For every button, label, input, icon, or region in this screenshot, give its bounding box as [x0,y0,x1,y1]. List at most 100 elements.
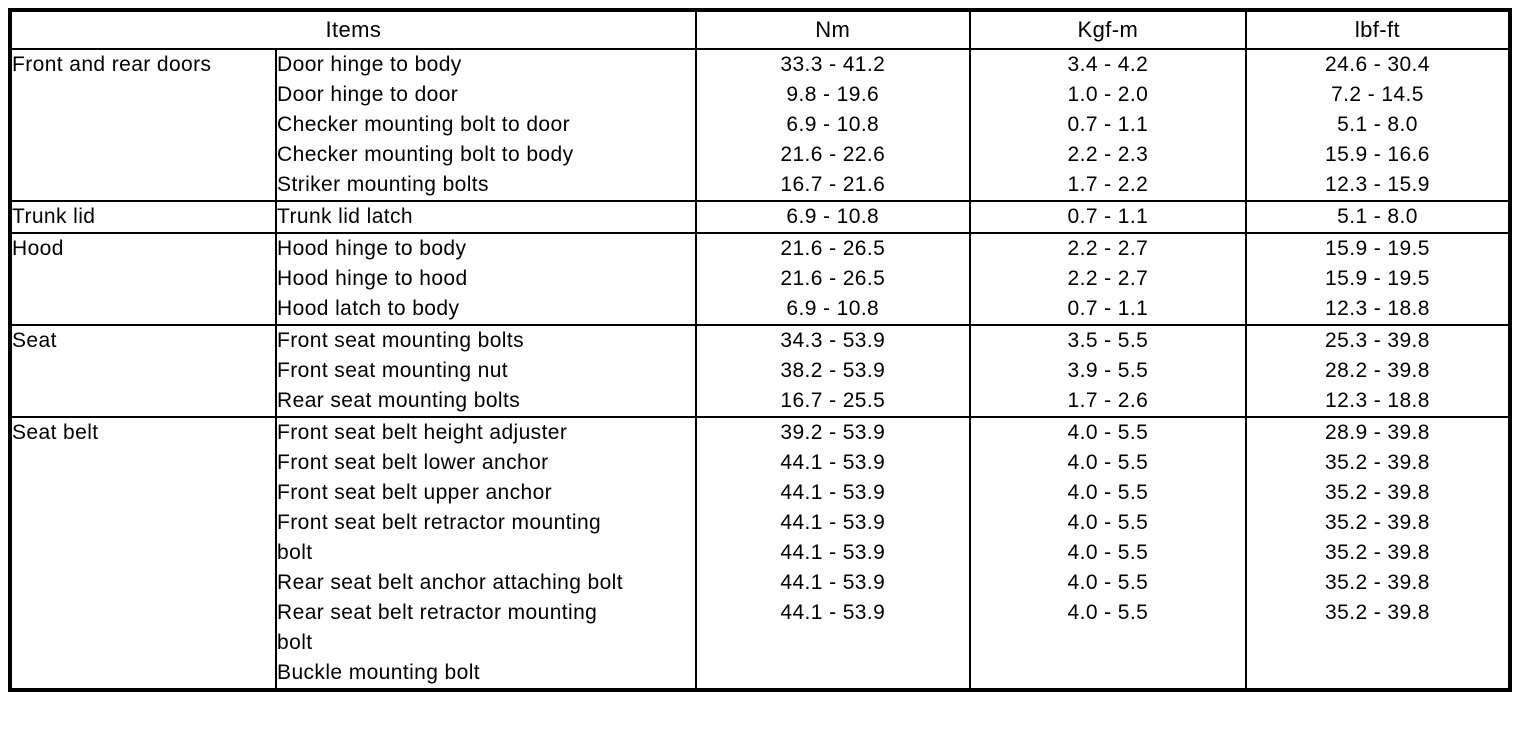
table-row: Trunk lid Trunk lid latch 6.9 - 10.8 0.7… [8,200,1512,234]
item-label: Rear seat belt anchor attaching bolt [277,571,623,594]
item-label: bolt [277,631,313,654]
nm-value: 21.6 - 26.5 [780,237,886,260]
item-label: Buckle mounting bolt [277,661,480,684]
nm-cell: 6.9 - 10.8 [694,200,971,234]
lbf-ft-value: 35.2 - 39.8 [1325,481,1430,504]
lbf-ft-value: 7.2 - 14.5 [1331,83,1424,106]
items-cell: Door hinge to body Door hinge to door Ch… [275,48,697,202]
nm-value: 16.7 - 21.6 [780,173,886,196]
kgf-m-value: 3.9 - 5.5 [1067,359,1149,382]
kgf-m-value: 3.4 - 4.2 [1067,53,1149,76]
table-row: Seat Front seat mounting bolts Front sea… [8,324,1512,418]
items-cell: Hood hinge to body Hood hinge to hood Ho… [275,232,697,326]
nm-value: 44.1 - 53.9 [780,511,886,534]
item-label: Front seat belt lower anchor [277,451,549,474]
table-row: Seat belt Front seat belt height adjuste… [8,416,1512,691]
nm-value: 33.3 - 41.2 [780,53,886,76]
item-label: Checker mounting bolt to door [277,113,570,136]
nm-value: 16.7 - 25.5 [780,389,886,412]
lbf-ft-value: 25.3 - 39.8 [1325,329,1430,352]
lbf-ft-value: 15.9 - 16.6 [1325,143,1430,166]
item-label: Rear seat belt retractor mounting [277,601,598,624]
kgf-m-value: 4.0 - 5.5 [1067,511,1149,534]
nm-cell: 33.3 - 41.2 9.8 - 19.6 6.9 - 10.8 21.6 -… [694,48,971,202]
lbf-ft-value: 12.3 - 18.8 [1325,297,1430,320]
kgf-m-value: 0.7 - 1.1 [1067,205,1149,228]
item-label: bolt [277,541,313,564]
category-label: Hood [12,237,64,260]
kgf-m-cell: 3.4 - 4.2 1.0 - 2.0 0.7 - 1.1 2.2 - 2.3 … [968,48,1247,202]
kgf-m-value [971,628,1245,658]
lbf-ft-value [1247,628,1508,658]
lbf-ft-value: 35.2 - 39.8 [1325,541,1430,564]
header-items: Items [9,9,697,50]
item-label: Hood hinge to body [277,237,467,260]
nm-value: 44.1 - 53.9 [780,571,886,594]
nm-cell: 34.3 - 53.9 38.2 - 53.9 16.7 - 25.5 [694,324,971,418]
lbf-ft-value: 5.1 - 8.0 [1337,205,1418,228]
lbf-ft-value: 28.9 - 39.8 [1325,421,1430,444]
category-cell: Front and rear doors [8,48,278,202]
lbf-ft-cell: 24.6 - 30.4 7.2 - 14.5 5.1 - 8.0 15.9 - … [1244,48,1512,202]
lbf-ft-cell: 28.9 - 39.8 35.2 - 39.8 35.2 - 39.8 35.2… [1244,416,1512,691]
nm-value: 38.2 - 53.9 [780,359,886,382]
kgf-m-value: 2.2 - 2.7 [1067,267,1149,290]
item-label: Front seat belt height adjuster [277,421,568,444]
nm-value [697,628,969,658]
lbf-ft-value: 15.9 - 19.5 [1325,267,1430,290]
nm-value: 21.6 - 26.5 [780,267,886,290]
lbf-ft-value: 28.2 - 39.8 [1325,359,1430,382]
category-cell: Seat [8,324,278,418]
category-cell: Hood [8,232,278,326]
item-label: Door hinge to body [277,53,462,76]
kgf-m-value: 1.0 - 2.0 [1067,83,1149,106]
kgf-m-value [971,658,1245,688]
items-cell: Front seat belt height adjuster Front se… [275,416,697,691]
category-label: Trunk lid [12,205,96,228]
lbf-ft-value: 24.6 - 30.4 [1325,53,1430,76]
category-cell: Trunk lid [8,200,278,234]
nm-value: 6.9 - 10.8 [786,297,880,320]
kgf-m-cell: 3.5 - 5.5 3.9 - 5.5 1.7 - 2.6 [968,324,1247,418]
nm-value: 6.9 - 10.8 [786,205,880,228]
item-label: Front seat mounting bolts [277,329,525,352]
item-label: Front seat belt retractor mounting [277,511,602,534]
lbf-ft-cell: 25.3 - 39.8 28.2 - 39.8 12.3 - 18.8 [1244,324,1512,418]
nm-value: 9.8 - 19.6 [786,83,880,106]
item-label: Striker mounting bolts [277,173,489,196]
kgf-m-value: 1.7 - 2.2 [1067,173,1149,196]
kgf-m-value: 0.7 - 1.1 [1067,113,1149,136]
lbf-ft-value [1247,658,1508,688]
nm-value: 21.6 - 22.6 [780,143,886,166]
kgf-m-value: 2.2 - 2.3 [1067,143,1149,166]
kgf-m-cell: 4.0 - 5.5 4.0 - 5.5 4.0 - 5.5 4.0 - 5.5 … [968,416,1247,691]
nm-value: 44.1 - 53.9 [780,451,886,474]
item-label: Door hinge to door [277,83,459,106]
lbf-ft-value: 15.9 - 19.5 [1325,237,1430,260]
lbf-ft-value: 35.2 - 39.8 [1325,511,1430,534]
kgf-m-value: 1.7 - 2.6 [1067,389,1149,412]
item-label: Hood hinge to hood [277,267,468,290]
item-label: Rear seat mounting bolts [277,389,521,412]
kgf-m-value: 4.0 - 5.5 [1067,601,1149,624]
torque-spec-table: Items Nm Kgf-m lbf-ft Front and rear doo… [8,8,1512,692]
nm-value: 39.2 - 53.9 [780,421,886,444]
kgf-m-cell: 2.2 - 2.7 2.2 - 2.7 0.7 - 1.1 [968,232,1247,326]
header-kgf-m: Kgf-m [968,9,1247,50]
header-nm: Nm [694,9,971,50]
kgf-m-value: 4.0 - 5.5 [1067,571,1149,594]
lbf-ft-value: 12.3 - 18.8 [1325,389,1430,412]
item-label: Front seat mounting nut [277,359,509,382]
kgf-m-cell: 0.7 - 1.1 [968,200,1247,234]
lbf-ft-value: 12.3 - 15.9 [1325,173,1430,196]
kgf-m-value: 4.0 - 5.5 [1067,451,1149,474]
item-label: Trunk lid latch [277,205,413,228]
lbf-ft-cell: 15.9 - 19.5 15.9 - 19.5 12.3 - 18.8 [1244,232,1512,326]
category-label: Seat belt [12,421,99,444]
kgf-m-value: 4.0 - 5.5 [1067,481,1149,504]
nm-cell: 39.2 - 53.9 44.1 - 53.9 44.1 - 53.9 44.1… [694,416,971,691]
header-row: Items Nm Kgf-m lbf-ft [9,9,1512,50]
nm-value: 6.9 - 10.8 [786,113,880,136]
kgf-m-value: 4.0 - 5.5 [1067,421,1149,444]
